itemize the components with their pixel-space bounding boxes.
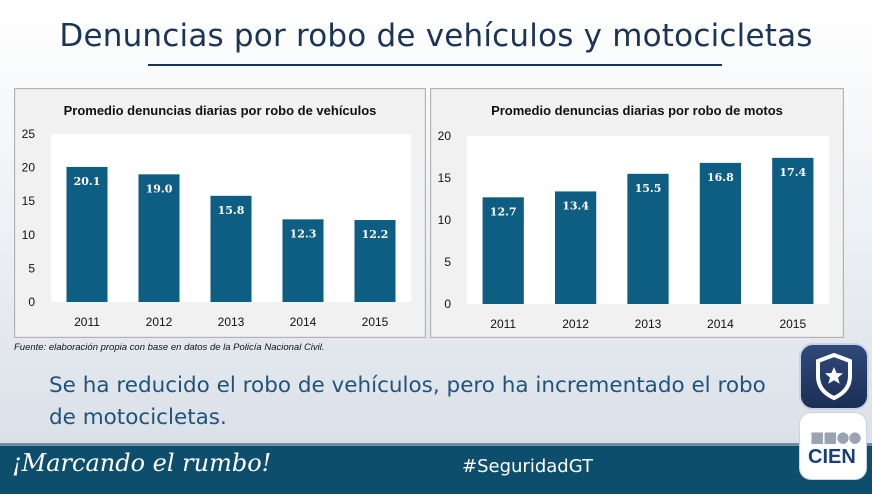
x-tick-label: 2015 [779, 317, 806, 331]
data-label: 20.1 [74, 175, 101, 188]
title-underline [148, 64, 722, 66]
x-tick-label: 2015 [362, 315, 389, 329]
cien-logo: ■■●● CIEN [799, 412, 867, 480]
bar-motos-2014 [699, 162, 742, 304]
data-label: 13.4 [562, 199, 589, 212]
y-tick-label: 15 [22, 194, 36, 208]
star-shield-icon [799, 343, 869, 410]
data-label: 12.7 [490, 205, 517, 218]
x-tick-label: 2012 [146, 315, 173, 329]
page-title: Denuncias por robo de vehículos y motoci… [59, 18, 813, 54]
data-label: 15.5 [635, 182, 662, 195]
data-label: 16.8 [707, 171, 734, 184]
source-note: Fuente: elaboración propia con base en d… [14, 342, 325, 353]
y-tick-label: 25 [22, 127, 36, 141]
chart-vehiculos: Promedio denuncias diarias por robo de v… [22, 103, 411, 329]
x-tick-label: 2011 [490, 317, 516, 331]
data-label: 19.0 [146, 182, 173, 195]
bar-vehiculos-2011 [66, 166, 108, 302]
bar-vehiculos-2012 [138, 174, 180, 302]
summary-text: Se ha reducido el robo de vehículos, per… [49, 373, 766, 430]
data-label: 12.3 [290, 227, 317, 240]
x-tick-label: 2011 [74, 315, 100, 329]
chart-panel-vehiculos: Promedio denuncias diarias por robo de v… [14, 88, 426, 338]
data-label: 17.4 [779, 166, 806, 179]
chart-panel-motos: Promedio denuncias diarias por robo de m… [430, 88, 844, 338]
bar-motos-2011 [482, 197, 524, 304]
cien-logo-text: CIEN [808, 446, 856, 468]
data-label: 12.2 [362, 228, 389, 241]
data-label: 15.8 [218, 204, 245, 217]
y-tick-label: 10 [438, 213, 452, 227]
bar-vehiculos-2013 [210, 195, 252, 302]
x-tick-label: 2014 [290, 315, 317, 329]
bar-motos-2015 [772, 157, 814, 304]
bar-vehiculos-2014 [282, 219, 324, 302]
y-tick-label: 0 [444, 297, 451, 311]
chart-title-vehiculos: Promedio denuncias diarias por robo de v… [64, 103, 377, 118]
x-tick-label: 2014 [707, 317, 734, 331]
footer-hashtag: #SeguridadGT [462, 456, 594, 477]
bar-motos-2012 [554, 191, 597, 304]
y-tick-label: 0 [28, 295, 35, 309]
y-tick-label: 15 [438, 171, 452, 185]
footer-bar [0, 443, 872, 494]
chart-motos: Promedio denuncias diarias por robo de m… [438, 103, 829, 331]
y-tick-label: 20 [438, 129, 452, 143]
x-tick-label: 2012 [562, 317, 589, 331]
bar-motos-2013 [627, 173, 669, 304]
y-tick-label: 5 [28, 261, 35, 275]
bar-vehiculos-2015 [354, 220, 396, 302]
y-tick-label: 5 [444, 255, 451, 269]
y-tick-label: 20 [22, 161, 36, 175]
y-tick-label: 10 [22, 228, 36, 242]
footer-slogan: ¡Marcando el rumbo! [12, 449, 272, 477]
x-tick-label: 2013 [218, 315, 245, 329]
x-tick-label: 2013 [635, 317, 662, 331]
cien-logo-dots: ■■●● [810, 428, 862, 446]
chart-title-motos: Promedio denuncias diarias por robo de m… [491, 103, 783, 118]
